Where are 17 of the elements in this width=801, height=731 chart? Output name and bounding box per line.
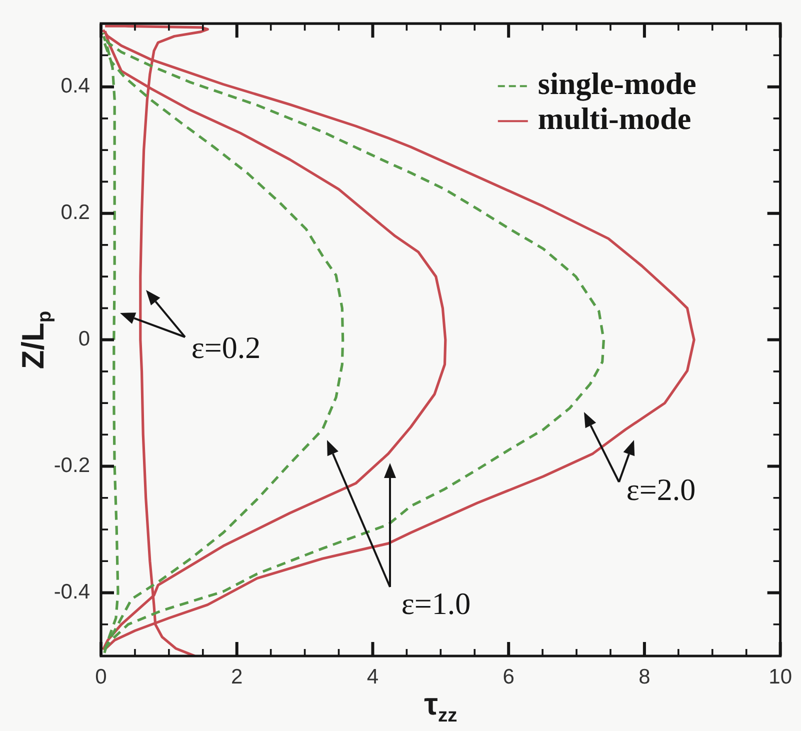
x-tick-label: 0 (95, 665, 107, 688)
y-tick-label: -0.2 (54, 454, 90, 478)
y-tick-label: 0.4 (60, 74, 90, 98)
annotation: ε=1.0 (401, 586, 471, 622)
x-axis-title: τ$_{zz}$ (424, 686, 458, 726)
y-tick-label: 0 (78, 328, 90, 351)
x-tick-label: 8 (638, 665, 650, 688)
y-tick-label: 0.2 (60, 201, 90, 224)
y-tick-label: -0.4 (54, 580, 90, 604)
legend-label: single-mode (538, 66, 696, 102)
legend-label: multi-mode (538, 101, 692, 136)
x-tick-label: 4 (366, 665, 379, 688)
annotation: ε=0.2 (191, 330, 261, 366)
x-tick-label: 2 (231, 665, 243, 688)
x-tick-label: 10 (768, 665, 792, 688)
annotation: ε=2.0 (626, 472, 696, 508)
x-tick-label: 6 (502, 665, 514, 688)
